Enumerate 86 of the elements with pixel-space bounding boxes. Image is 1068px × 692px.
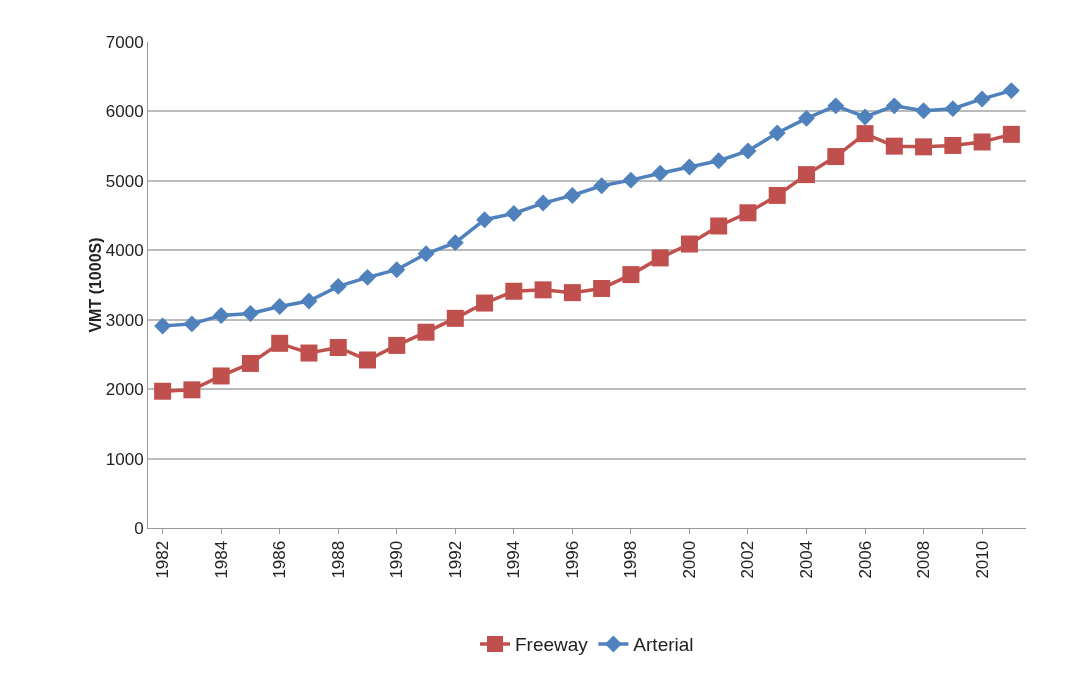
point [505,205,523,222]
point [300,292,318,310]
x-tick-label: 2004 [797,540,817,579]
point [417,245,435,263]
point [710,152,728,170]
point [417,323,435,341]
point [973,90,991,108]
point [505,282,523,300]
point [563,186,581,204]
point [183,315,201,333]
x-tick-label: 1982 [153,540,173,579]
point [154,382,172,400]
point [1002,125,1020,143]
point [680,158,698,176]
y-tick-label: 5000 [105,171,144,191]
point [651,164,669,182]
point [680,235,698,253]
point [768,186,786,204]
y-tick-label: 6000 [105,102,144,122]
legend-label: Freeway [515,634,589,656]
point [856,108,874,126]
point [827,97,845,115]
y-tick-label: 0 [134,518,144,538]
point [593,177,611,195]
x-tick-label: 1988 [328,540,348,579]
x-tick-label: 1986 [270,540,290,579]
point [300,344,318,362]
point [739,142,757,160]
point [388,261,406,279]
point [915,102,933,120]
y-tick-label: 4000 [105,241,144,261]
point [915,138,933,156]
point [271,298,289,315]
x-tick-label: 2000 [679,540,699,579]
point [388,336,406,354]
point [798,166,815,184]
point [944,100,962,118]
legend-label: Arterial [633,634,694,656]
y-tick-label: 2000 [105,380,144,400]
point [476,211,494,229]
x-tick-label: 2006 [855,540,875,579]
x-tick-label: 1994 [504,540,524,579]
point [856,125,874,143]
point [446,309,464,327]
point [739,204,757,222]
point [271,334,289,352]
point [1002,82,1020,100]
point [944,136,962,154]
x-tick-label: 1990 [387,540,407,579]
point [827,148,845,166]
point [534,194,552,212]
point [885,97,903,115]
point [183,381,201,399]
x-tick-label: 2008 [914,540,934,579]
point [973,133,991,151]
y-tick-label: 7000 [105,32,144,52]
point [212,307,230,324]
point [241,305,259,322]
point [798,109,815,127]
point [622,171,640,189]
x-tick-label: 2002 [738,540,758,579]
x-tick-label: 1984 [211,540,231,579]
y-axis-title: VMT (1000S) [86,237,104,333]
point [534,281,552,299]
y-tick-label: 1000 [105,449,144,469]
point [446,234,464,252]
point [593,279,611,297]
point [359,268,376,286]
point [885,137,903,155]
point [622,266,640,284]
point [476,294,494,312]
point [768,124,786,142]
point [563,284,581,302]
point [329,338,347,356]
point [651,249,669,267]
x-tick-label: 1998 [621,540,641,579]
point [212,367,230,385]
y-tick-label: 3000 [105,310,144,330]
point [329,277,347,295]
x-tick-label: 1996 [562,540,582,579]
x-tick-label: 1992 [445,540,465,579]
point [359,351,376,369]
point [241,354,259,372]
point [154,317,172,335]
x-tick-label: 2010 [972,540,992,579]
point [710,217,728,235]
